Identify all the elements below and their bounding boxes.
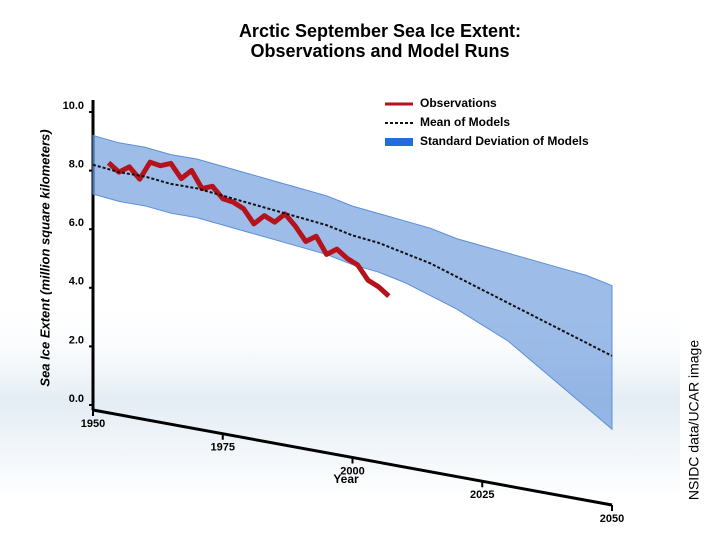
chart-title: Arctic September Sea Ice Extent: [239,21,521,41]
y-tick-label: 10.0 [63,100,84,112]
chart-title: Observations and Model Runs [250,41,509,61]
y-tick-label: 6.0 [69,217,84,229]
x-tick-label: 2025 [470,489,494,501]
legend-swatch [385,138,413,146]
legend-label: Standard Deviation of Models [420,134,589,148]
y-tick-label: 8.0 [69,159,84,171]
x-axis-label: Year [333,472,359,486]
y-tick-label: 0.0 [69,393,84,405]
legend-label: Mean of Models [420,115,510,129]
y-tick-label: 4.0 [69,276,84,288]
x-tick-label: 1950 [81,418,105,430]
x-tick-label: 2000 [340,465,364,477]
observations-line [106,159,391,298]
x-tick-label: 2050 [600,513,624,525]
std-band [92,134,613,431]
x-tick-label: 1975 [211,442,235,454]
credit: NSIDC data/UCAR image [686,340,702,500]
legend-label: Observations [420,96,497,110]
y-tick-label: 2.0 [69,334,84,346]
y-axis-label: Sea Ice Extent (million square kilometer… [37,129,52,386]
